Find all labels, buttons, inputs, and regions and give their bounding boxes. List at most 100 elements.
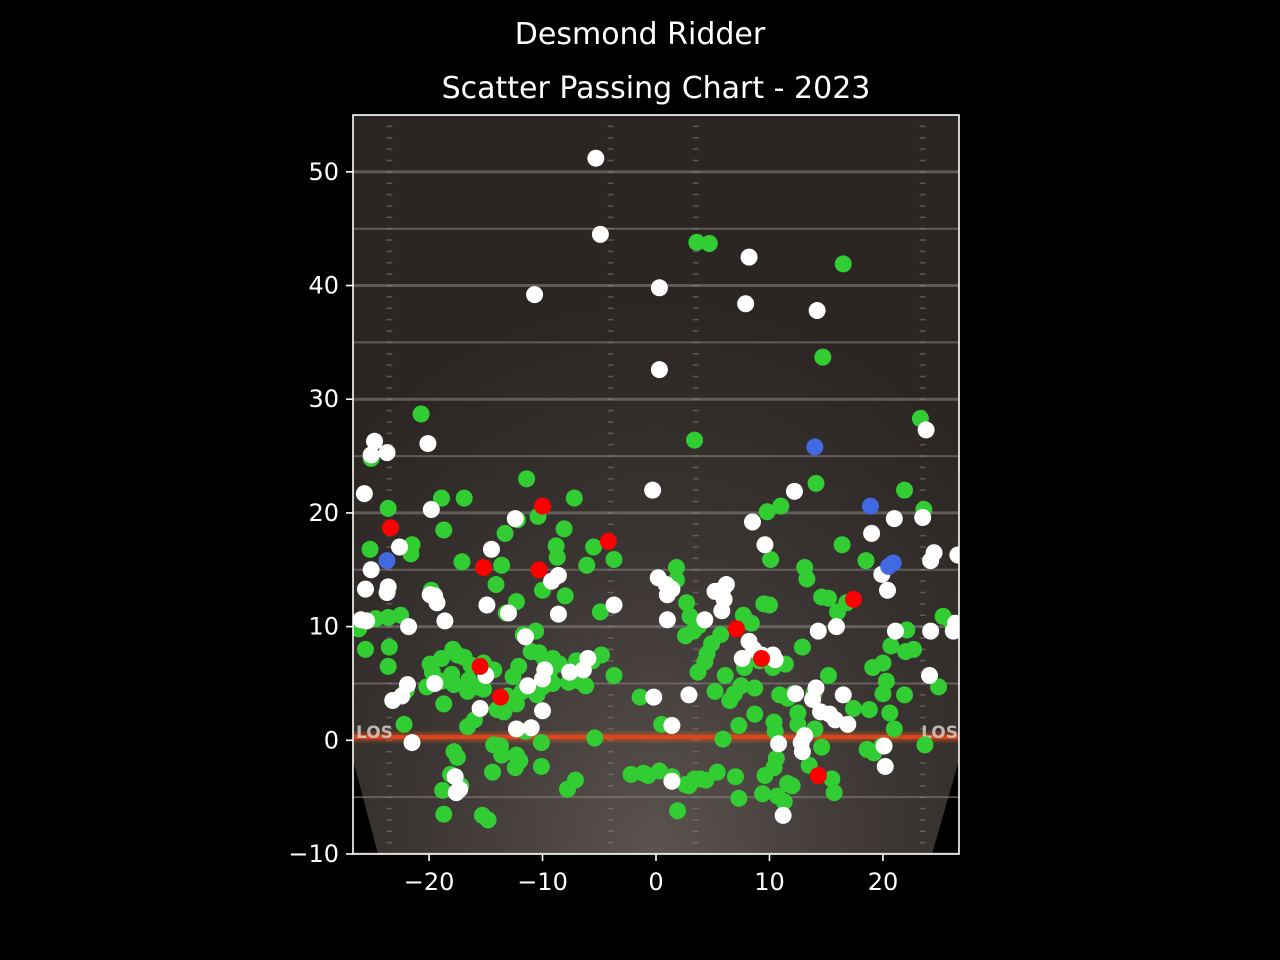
scatter-point <box>356 580 374 598</box>
scatter-point <box>586 729 604 747</box>
scatter-point <box>717 576 735 594</box>
scatter-point <box>361 540 379 558</box>
scatter-point <box>591 225 609 243</box>
scatter-point <box>839 715 857 733</box>
scatter-point <box>732 677 750 695</box>
scatter-point <box>522 643 540 661</box>
y-tick-label: 30 <box>308 385 339 413</box>
scatter-point <box>809 622 827 640</box>
scatter-point <box>587 149 605 167</box>
scatter-point <box>905 640 923 658</box>
scatter-point <box>896 686 914 704</box>
scatter-point <box>772 497 790 515</box>
scatter-point <box>650 279 668 297</box>
scatter-point <box>445 676 463 694</box>
scatter-point <box>435 695 453 713</box>
scatter-point <box>743 513 761 531</box>
scatter-point <box>453 553 471 571</box>
scatter-point <box>433 489 451 507</box>
scatter-point <box>783 777 801 795</box>
scatter-point <box>770 735 788 753</box>
scatter-point <box>857 552 875 570</box>
scatter-point <box>622 765 640 783</box>
scatter-point <box>548 548 566 566</box>
scatter-point <box>530 561 548 579</box>
scatter-point <box>863 524 881 542</box>
scatter-point <box>827 618 845 636</box>
x-tick-label: −20 <box>404 868 455 896</box>
scatter-point <box>526 286 544 304</box>
scatter-point <box>471 657 489 675</box>
scatter-point <box>645 688 663 706</box>
scatter-point <box>455 489 473 507</box>
scatter-point <box>677 627 695 645</box>
scatter-point <box>492 688 510 706</box>
scatter-point <box>506 510 524 528</box>
scatter-point <box>605 551 623 569</box>
scatter-point <box>844 699 862 717</box>
scatter-point <box>793 638 811 656</box>
scatter-point <box>874 654 892 672</box>
scatter-point <box>381 519 399 537</box>
scatter-point <box>746 705 764 723</box>
scatter-point <box>756 536 774 554</box>
scatter-point <box>760 596 778 614</box>
scatter-point <box>917 421 935 439</box>
scatter-point <box>549 605 567 623</box>
scatter-point <box>400 618 418 636</box>
scatter-point <box>561 663 579 681</box>
los-label-right: LOS <box>921 723 958 743</box>
scatter-point <box>734 606 752 624</box>
scatter-point <box>543 572 561 590</box>
y-axis: −10 0 10 20 30 40 50 <box>288 158 353 868</box>
x-tick-label: 0 <box>648 868 663 896</box>
scatter-point <box>468 678 486 696</box>
scatter-point <box>499 604 517 622</box>
scatter-point <box>860 701 878 719</box>
y-tick-label: 40 <box>308 272 339 300</box>
scatter-point <box>740 248 758 266</box>
scatter-point <box>378 584 396 602</box>
scatter-point <box>577 677 595 695</box>
scatter-point <box>426 674 444 692</box>
scatter-point <box>712 626 730 644</box>
scatter-point <box>358 612 376 630</box>
scatter-point <box>504 668 522 686</box>
scatter-point <box>833 536 851 554</box>
scatter-point <box>393 687 411 705</box>
x-axis: −20 −10 0 10 20 <box>404 854 898 896</box>
scatter-point <box>428 594 446 612</box>
scatter-point <box>875 737 893 755</box>
scatter-point <box>433 649 451 667</box>
scatter-point <box>532 734 550 752</box>
scatter-point <box>448 748 466 766</box>
scatter-point <box>807 679 825 697</box>
scatter-point <box>522 719 540 737</box>
scatter-point <box>639 767 657 785</box>
scatter-point <box>697 771 715 789</box>
scatter-point <box>493 746 511 764</box>
scatter-point <box>565 489 583 507</box>
scatter-point <box>555 520 573 538</box>
scatter-point <box>395 715 413 733</box>
scatter-point <box>758 503 776 521</box>
scatter-point <box>896 481 914 499</box>
scatter-point <box>885 720 903 738</box>
scatter-point <box>669 802 687 820</box>
scatter-point <box>378 444 396 462</box>
field-yard-lines <box>353 115 959 854</box>
scatter-point <box>716 667 734 685</box>
scatter-point <box>379 657 397 675</box>
x-tick-label: −10 <box>517 868 568 896</box>
scatter-point <box>507 720 525 738</box>
scatter-point <box>814 348 832 366</box>
data-points <box>353 149 959 829</box>
scatter-point <box>556 587 574 605</box>
scatter-point <box>496 524 514 542</box>
scatter-point <box>495 703 513 721</box>
scatter-point <box>379 499 397 517</box>
scatter-point <box>391 538 409 556</box>
scatter-point <box>876 757 894 775</box>
scatter-point <box>885 510 903 528</box>
scatter-point <box>419 435 437 453</box>
